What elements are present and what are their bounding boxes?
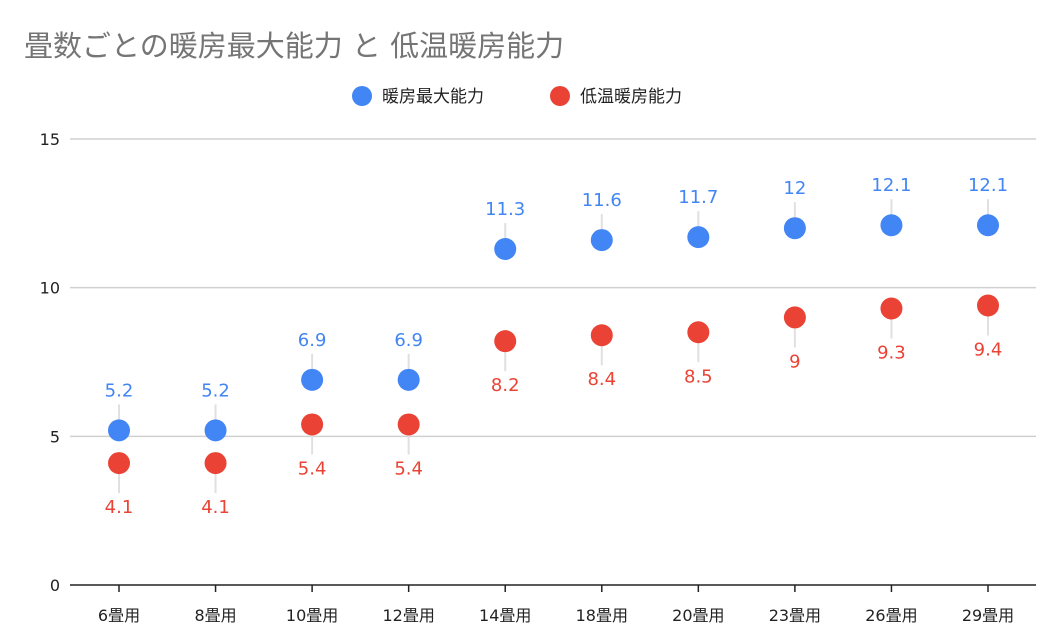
- legend-label: 低温暖房能力: [580, 87, 682, 107]
- data-label: 5.2: [201, 380, 230, 401]
- data-point: [977, 214, 999, 237]
- y-tick-label: 0: [50, 576, 60, 595]
- data-point: [108, 419, 130, 442]
- x-tick-label: 23畳用: [769, 606, 821, 625]
- data-label: 11.6: [582, 190, 622, 211]
- x-tick-label: 6畳用: [98, 606, 140, 625]
- data-point: [977, 294, 999, 317]
- data-label: 9: [789, 351, 800, 372]
- legend: 暖房最大能力 低温暖房能力: [352, 86, 682, 107]
- data-point: [301, 368, 324, 391]
- x-tick-label: 29畳用: [962, 606, 1014, 625]
- data-point: [687, 321, 710, 344]
- data-label: 11.3: [485, 199, 525, 220]
- data-point: [108, 452, 130, 475]
- x-tick-label: 10畳用: [286, 606, 338, 625]
- data-label: 11.7: [678, 187, 718, 208]
- data-point: [301, 413, 324, 436]
- x-tick-label: 14畳用: [479, 606, 531, 625]
- data-point: [590, 229, 613, 252]
- data-label: 6.9: [298, 330, 327, 351]
- data-label: 12.1: [871, 175, 911, 196]
- data-label: 6.9: [394, 330, 423, 351]
- data-label: 12: [783, 178, 806, 199]
- data-label: 8.2: [491, 375, 520, 396]
- data-label: 5.4: [394, 458, 423, 479]
- data-point: [880, 297, 903, 320]
- data-point: [590, 324, 613, 347]
- data-point: [204, 452, 227, 475]
- data-label: 9.4: [974, 340, 1003, 361]
- data-label: 5.2: [105, 380, 134, 401]
- data-label: 9.3: [877, 342, 906, 363]
- data-point: [783, 306, 806, 329]
- x-tick-label: 18畳用: [576, 606, 628, 625]
- data-label: 5.4: [298, 458, 327, 479]
- legend-marker: [352, 86, 372, 106]
- data-label: 4.1: [201, 497, 230, 518]
- x-tick-label: 26畳用: [865, 606, 917, 625]
- data-label: 12.1: [968, 175, 1008, 196]
- marks: 5.2 5.2 6.9 6.9 11.3 11.6 11.7 12 12.1 12.1 4.1 4.1…: [105, 175, 1008, 518]
- data-point: [783, 217, 806, 240]
- chart-title: 畳数ごとの暖房最大能力 と 低温暖房能力: [24, 29, 564, 63]
- data-point: [494, 238, 517, 261]
- x-tick-label: 20畳用: [672, 606, 724, 625]
- data-point: [494, 330, 517, 353]
- y-tick-label: 5: [50, 427, 60, 446]
- y-tick-label: 10: [40, 279, 60, 298]
- data-label: 4.1: [105, 497, 134, 518]
- data-point: [397, 413, 420, 436]
- data-label: 8.5: [684, 366, 713, 387]
- x-tick-label: 12畳用: [382, 606, 434, 625]
- y-tick-label: 15: [40, 130, 60, 149]
- x-tick-label: 8畳用: [194, 606, 236, 625]
- data-point: [880, 214, 903, 237]
- data-point: [397, 368, 420, 391]
- legend-label: 暖房最大能力: [382, 87, 484, 107]
- data-point: [204, 419, 227, 442]
- grid: 0 5 10 15 6畳用 8畳用 10畳用 12畳用 14畳用 18畳用 20畳用 23畳用 26畳用…: [40, 130, 1036, 625]
- data-point: [687, 226, 710, 249]
- legend-marker: [550, 86, 570, 106]
- data-label: 8.4: [587, 369, 616, 390]
